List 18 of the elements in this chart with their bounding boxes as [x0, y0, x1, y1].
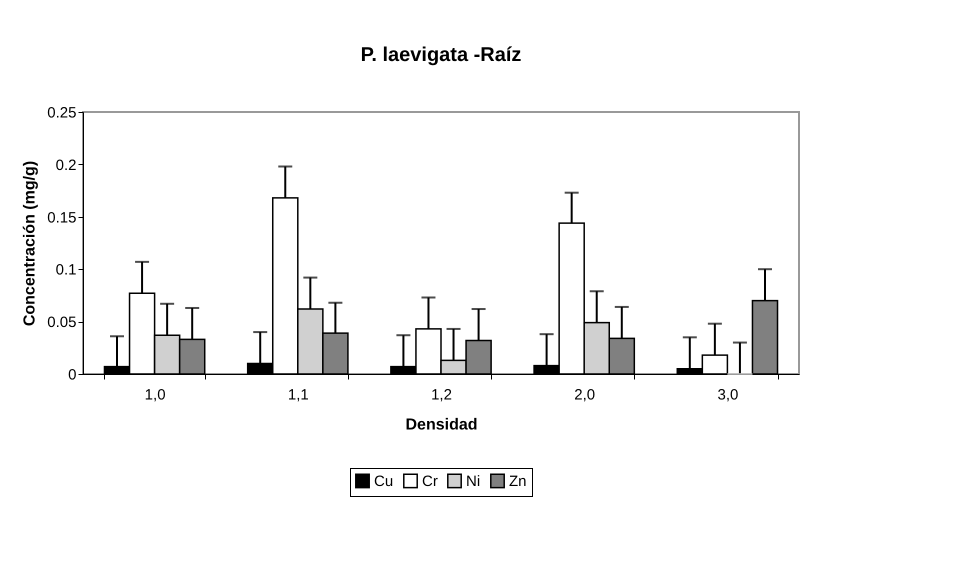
legend-label: Zn — [509, 472, 527, 490]
y-tick-label: 0.05 — [47, 314, 76, 332]
x-tick-label: 1,1 — [288, 386, 309, 404]
y-tick-label: 0.2 — [56, 156, 76, 174]
x-tick-label: 2,0 — [574, 386, 596, 404]
x-tick-label: 1,2 — [431, 386, 452, 404]
legend-label: Cr — [422, 472, 438, 490]
x-tick-label: 3,0 — [717, 386, 738, 404]
legend-label: Cu — [374, 472, 394, 490]
legend-label: Ni — [466, 472, 480, 490]
y-tick-label: 0.15 — [47, 209, 76, 226]
x-axis-title: Densidad — [405, 416, 478, 434]
y-tick-label: 0.1 — [56, 262, 76, 279]
y-tick-label: 0 — [68, 366, 76, 384]
chart-title: P. laevigata -Raíz — [360, 44, 522, 66]
x-tick-label: 1,0 — [144, 386, 166, 404]
y-axis-title: Concentración (mg/g) — [21, 160, 38, 326]
y-tick-label: 0.25 — [47, 104, 76, 122]
